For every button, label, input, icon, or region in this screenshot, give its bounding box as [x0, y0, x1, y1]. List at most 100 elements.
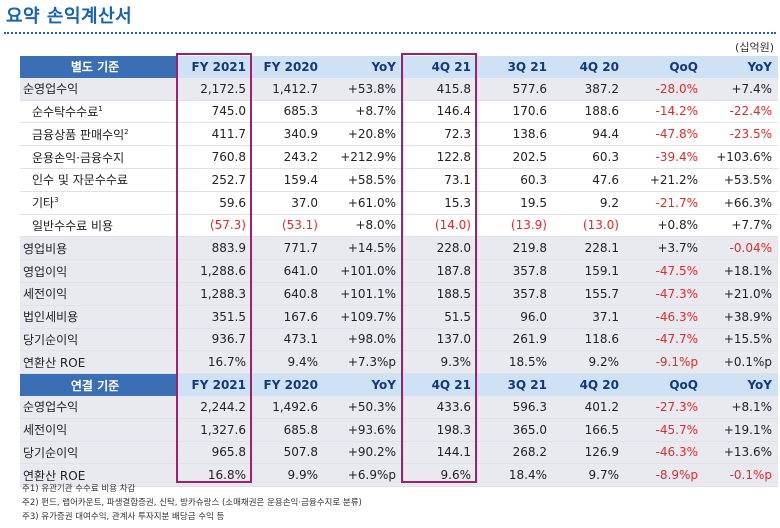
table-cell: 9.2	[553, 191, 625, 215]
column-header: YoY	[704, 56, 778, 78]
table-cell: 433.6	[402, 395, 477, 419]
table-cell: 9.6%	[402, 463, 477, 488]
table-cell: +7.4%	[704, 77, 778, 101]
table-cell: -47.5%	[625, 259, 704, 283]
table-row: 금융상품 판매수익2 411.7 340.9 +20.8% 72.3 138.6 94.4-…	[20, 122, 778, 147]
row-label-text: 인수 및 자문수수료	[32, 173, 128, 188]
table-cell: 170.6	[477, 100, 553, 124]
table-cell: +15.5%	[704, 328, 778, 352]
table-cell: +58.5%	[324, 168, 402, 192]
table-cell: 1,288.3	[176, 282, 252, 306]
table-cell: -14.2%	[625, 100, 704, 124]
table-cell: 159.4	[252, 168, 324, 192]
footnote-3: 주3) 유가증권 대여수익, 관계사 투자지분 배당금 수익 등	[22, 512, 225, 522]
table-cell: 188.5	[402, 282, 477, 306]
table-cell: 760.8	[176, 145, 252, 169]
table-cell: +13.6%	[704, 441, 778, 465]
table-cell: 340.9	[252, 122, 324, 147]
row-label: 당기순이익	[20, 441, 176, 465]
table-cell: 965.8	[176, 441, 252, 465]
table-cell: 745.0	[176, 100, 252, 124]
table-cell: 685.3	[252, 100, 324, 124]
row-label: 영업이익	[20, 259, 176, 283]
table-cell: (14.0)	[402, 214, 477, 238]
table-cell: +109.7%	[324, 305, 402, 329]
table-row: 세전이익 1,288.3 640.8 +101.1% 188.5 357.8 155.7 -4…	[20, 282, 778, 306]
table-cell: +8.7%	[324, 100, 402, 124]
row-label: 인수 및 자문수수료	[20, 168, 176, 192]
row-label: 연환산 ROE	[20, 463, 176, 488]
table-cell: +101.0%	[324, 259, 402, 283]
table-cell: 202.5	[477, 145, 553, 169]
table-row: 영업비용 883.9 771.7 +14.5% 228.0 219.8 228.1 +3.7%…	[20, 236, 778, 261]
row-label-text: 세전이익	[23, 287, 68, 302]
footnote-marker: 3	[54, 196, 59, 205]
table-cell: 198.3	[402, 418, 477, 442]
footnote-marker: 1	[98, 104, 103, 113]
row-label: 연환산 ROE	[20, 350, 176, 375]
table-cell: -46.3%	[625, 441, 704, 465]
table-cell: 640.8	[252, 282, 324, 306]
table-cell: 144.1	[402, 441, 477, 465]
table-cell: 122.8	[402, 145, 477, 169]
table-row: 순영업수익 2,172.5 1,412.7 +53.8% 415.8 577.6 387.2…	[20, 77, 778, 101]
column-header: 3Q 21	[477, 373, 553, 396]
table-row: 인수 및 자문수수료 252.7 159.4 +58.5% 73.1 60.3 47.6 +2…	[20, 168, 778, 192]
table-cell: 167.6	[252, 305, 324, 329]
table-cell: (57.3)	[176, 214, 252, 238]
table-cell: 94.4	[553, 122, 625, 147]
table-cell: 72.3	[402, 122, 477, 147]
table-row: 당기순이익 936.7 473.1 +98.0% 137.0 261.9 118.6 -47.…	[20, 328, 778, 352]
table-cell: 936.7	[176, 328, 252, 352]
row-label-text: 연환산 ROE	[23, 355, 86, 370]
table-cell: +66.3%	[704, 191, 778, 215]
table-cell: 357.8	[477, 259, 553, 283]
table-cell: 9.7%	[553, 463, 625, 488]
row-label-text: 연환산 ROE	[23, 468, 86, 483]
table-cell: -39.4%	[625, 145, 704, 169]
table-cell: +21.2%	[625, 168, 704, 192]
table-cell: +212.9%	[324, 145, 402, 169]
column-header: FY 2020	[252, 373, 324, 396]
column-header: 4Q 20	[553, 56, 625, 78]
table-cell: -0.04%	[704, 236, 778, 261]
table-cell: 9.3%	[402, 350, 477, 375]
row-label: 순영업수익	[20, 395, 176, 419]
table-cell: 243.2	[252, 145, 324, 169]
table-cell: 9.4%	[252, 350, 324, 375]
column-header: 4Q 21	[402, 373, 477, 396]
table-cell: 2,244.2	[176, 395, 252, 419]
table-cell: 187.8	[402, 259, 477, 283]
row-label-text: 영업이익	[23, 264, 68, 279]
row-label: 순영업수익	[20, 77, 176, 101]
table-cell: 883.9	[176, 236, 252, 261]
table-cell: 473.1	[252, 328, 324, 352]
table-cell: +19.1%	[704, 418, 778, 442]
row-label-text: 일반수수료 비용	[32, 218, 114, 233]
table-cell: 771.7	[252, 236, 324, 261]
table-cell: +61.0%	[324, 191, 402, 215]
table-cell: 2,172.5	[176, 77, 252, 101]
table-cell: 137.0	[402, 328, 477, 352]
row-label: 당기순이익	[20, 328, 176, 352]
table-cell: 685.8	[252, 418, 324, 442]
table-cell: 577.6	[477, 77, 553, 101]
table-cell: +101.1%	[324, 282, 402, 306]
column-header: FY 2020	[252, 56, 324, 78]
table-row: 일반수수료 비용 (57.3) (53.1) +8.0% (14.0) (13.9) (13…	[20, 214, 778, 238]
table-row: 기타3 59.6 37.0 +61.0% 15.3 19.5 9.2 -21.7% +66.3%	[20, 191, 778, 215]
table-cell: 15.3	[402, 191, 477, 215]
table-cell: 155.7	[553, 282, 625, 306]
table-cell: 268.2	[477, 441, 553, 465]
table-cell: (13.0)	[553, 214, 625, 238]
title-divider	[4, 32, 776, 34]
table-cell: 60.3	[477, 168, 553, 192]
table-cell: 18.5%	[477, 350, 553, 375]
table-cell: 351.5	[176, 305, 252, 329]
column-header: 3Q 21	[477, 56, 553, 78]
table-cell: +53.8%	[324, 77, 402, 101]
footnote-1: 주1) 유관기관 수수료 비용 차감	[22, 484, 136, 494]
table-cell: 401.2	[553, 395, 625, 419]
row-label-text: 금융상품 판매수익	[32, 127, 125, 142]
table-row: 영업이익 1,288.6 641.0 +101.0% 187.8 357.8 159.1 -4…	[20, 259, 778, 283]
